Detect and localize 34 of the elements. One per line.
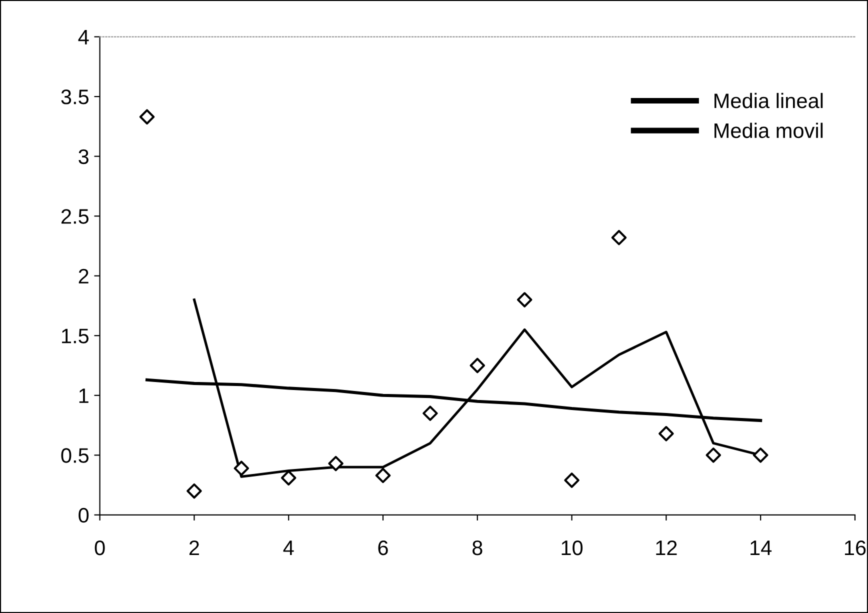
x-tick-label: 10 — [562, 540, 583, 556]
point — [706, 448, 722, 463]
y-tick-label: 4 — [78, 30, 89, 44]
y-tick-label: 3 — [78, 149, 88, 164]
point — [328, 456, 344, 472]
point — [516, 292, 532, 308]
point — [375, 468, 391, 484]
y-tick-label: 2.5 — [61, 209, 89, 224]
x-tick-label: 8 — [472, 540, 482, 556]
y-tick-label: 3.5 — [61, 90, 89, 104]
y-tick-label: 2 — [78, 268, 88, 284]
x-tick-label: 16 — [844, 540, 866, 556]
point — [422, 406, 438, 421]
point — [139, 109, 155, 124]
point — [186, 483, 202, 499]
x-tick-label: 14 — [750, 540, 772, 556]
point — [611, 230, 627, 246]
y-tick-label: 0 — [78, 508, 89, 523]
point — [752, 448, 768, 463]
y-tick-label: 1 — [79, 388, 88, 403]
point — [658, 426, 674, 442]
x-tick-label: 12 — [656, 540, 677, 556]
x-tick-label: 6 — [378, 540, 388, 556]
point — [234, 460, 250, 476]
point — [280, 470, 296, 486]
x-tick-label: 0 — [94, 540, 105, 556]
x-tick-label: 2 — [189, 540, 199, 556]
y-tick-label: 1.5 — [62, 328, 89, 344]
y-tick-label: 0.5 — [61, 448, 89, 463]
x-tick-label: 4 — [283, 540, 294, 556]
point — [564, 472, 580, 488]
point — [470, 358, 486, 374]
legend-label: Media movil — [714, 122, 823, 138]
legend-label: Media lineal — [714, 92, 823, 108]
